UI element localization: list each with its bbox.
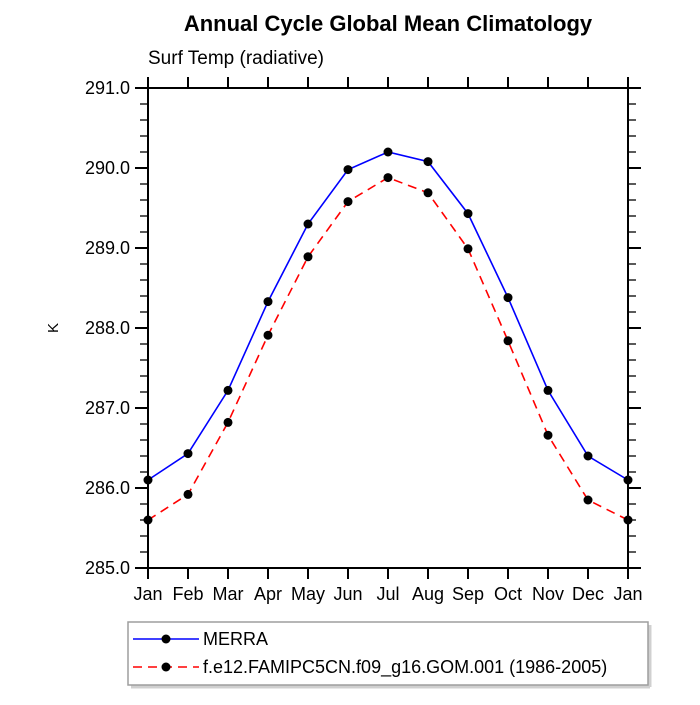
x-tick-label: Dec: [572, 584, 604, 604]
y-tick-label: 287.0: [85, 398, 130, 418]
data-point-marker: [183, 449, 193, 459]
x-tick-label: Apr: [254, 584, 282, 604]
data-point-marker: [343, 165, 353, 175]
x-tick-label: Nov: [532, 584, 564, 604]
x-tick-label: Jan: [133, 584, 162, 604]
data-point-marker: [503, 336, 513, 346]
x-tick-label: Jun: [333, 584, 362, 604]
x-tick-label: Feb: [172, 584, 203, 604]
series-markers: [143, 147, 633, 525]
y-tick-label: 288.0: [85, 318, 130, 338]
data-point-marker: [383, 147, 393, 157]
data-point-marker: [383, 173, 393, 183]
data-point-marker: [623, 515, 633, 525]
data-point-marker: [343, 197, 353, 207]
data-point-marker: [183, 489, 193, 499]
y-axis-label: K: [45, 323, 62, 333]
data-point-marker: [303, 252, 313, 262]
data-point-marker: [543, 385, 553, 395]
data-point-marker: [263, 330, 273, 340]
data-point-marker: [143, 515, 153, 525]
data-point-marker: [223, 417, 233, 427]
x-tick-label: Jan: [613, 584, 642, 604]
data-point-marker: [623, 475, 633, 485]
plot-frame: [147, 87, 629, 569]
y-tick-label: 289.0: [85, 238, 130, 258]
legend: MERRA f.e12.FAMIPC5CN.f09_g16.GOM.001 (19…: [127, 621, 652, 689]
legend-label: MERRA: [203, 629, 268, 649]
data-point-marker: [143, 475, 153, 485]
legend-sample-marker: [161, 662, 171, 672]
x-tick-label: Mar: [213, 584, 244, 604]
data-point-marker: [263, 297, 273, 307]
data-point-marker: [463, 209, 473, 219]
chart-subtitle: Surf Temp (radiative): [148, 48, 324, 69]
y-tick-label: 291.0: [85, 78, 130, 98]
x-tick-label: Jul: [376, 584, 399, 604]
data-point-marker: [223, 385, 233, 395]
x-tick-label: May: [291, 584, 325, 604]
data-point-marker: [583, 495, 593, 505]
y-tick-label: 285.0: [85, 558, 130, 578]
data-point-marker: [423, 157, 433, 167]
legend-box: [127, 621, 649, 686]
x-tick-label: Oct: [494, 584, 522, 604]
x-tick-label: Aug: [412, 584, 444, 604]
legend-sample-marker: [161, 634, 171, 644]
y-tick-label: 290.0: [85, 158, 130, 178]
series-line-f-e12-famipc5cn-f09-: [147, 176, 629, 521]
data-point-marker: [463, 244, 473, 254]
data-point-marker: [503, 293, 513, 303]
data-point-marker: [303, 219, 313, 229]
legend-label: f.e12.FAMIPC5CN.f09_g16.GOM.001 (1986-20…: [203, 657, 607, 678]
chart-title: Annual Cycle Global Mean Climatology: [184, 11, 593, 36]
data-point-marker: [423, 188, 433, 198]
axes: Jan Feb Mar Apr May Jun Jul Aug Sep Oct Nov Dec Jan2…: [85, 77, 643, 604]
data-point-marker: [543, 430, 553, 440]
x-tick-label: Sep: [452, 584, 484, 604]
data-point-marker: [583, 451, 593, 461]
series-lines: [147, 151, 629, 521]
y-tick-label: 286.0: [85, 478, 130, 498]
series-line-merra: [147, 151, 629, 481]
